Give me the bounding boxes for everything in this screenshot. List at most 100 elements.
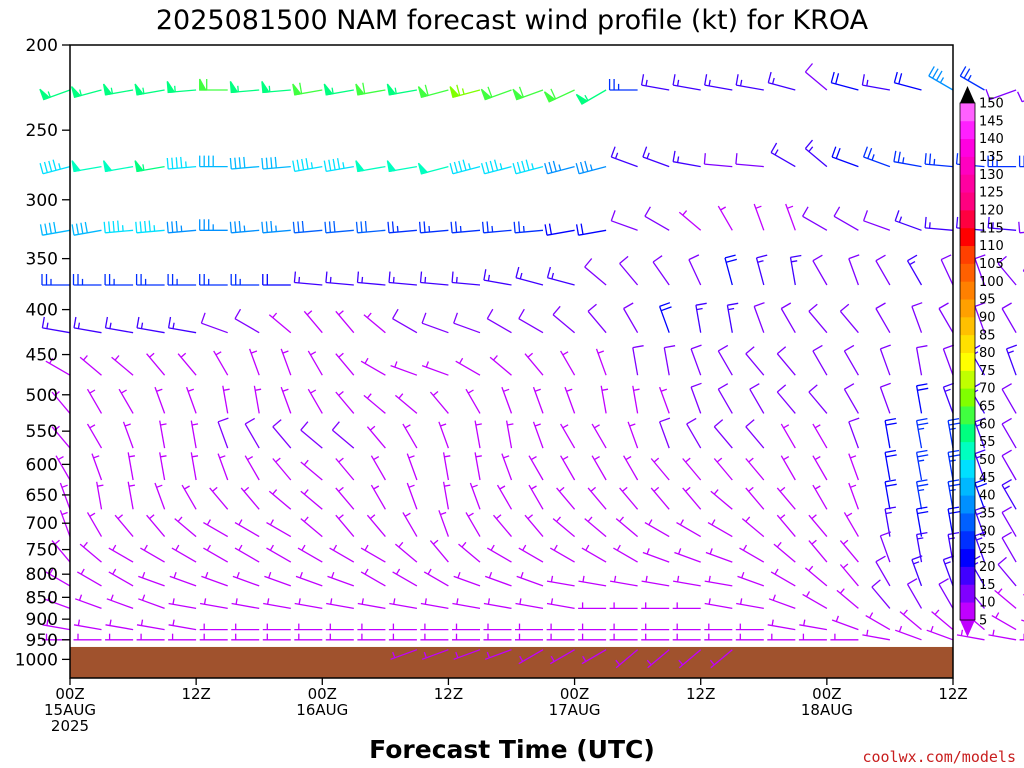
wind-barb xyxy=(449,84,481,98)
barb-staff xyxy=(453,649,481,660)
wind-barb xyxy=(263,598,291,610)
barb-half-flag xyxy=(803,619,806,626)
wind-barb xyxy=(893,71,922,91)
wind-barb xyxy=(355,220,386,234)
barb-staff xyxy=(690,348,702,376)
barb-flag xyxy=(943,344,955,350)
wind-barb xyxy=(297,544,323,563)
barb-staff xyxy=(780,423,796,449)
wind-barb xyxy=(104,274,134,286)
barb-half-flag xyxy=(774,568,779,575)
wind-barb xyxy=(104,316,134,334)
wind-barb xyxy=(798,633,827,641)
wind-barb xyxy=(773,541,796,563)
wind-barb xyxy=(450,221,481,234)
barb-flag xyxy=(974,505,986,511)
barb-half-flag xyxy=(461,88,465,95)
wind-barb xyxy=(717,344,733,376)
barb-flag xyxy=(703,153,706,165)
barb-flag xyxy=(916,479,928,483)
barb-half-flag xyxy=(77,322,81,329)
colorbar-label: 140 xyxy=(979,132,1004,147)
barb-staff xyxy=(505,420,513,449)
wind-barb xyxy=(229,156,260,170)
barb-staff xyxy=(804,567,828,587)
wind-barb xyxy=(736,598,764,610)
barb-half-flag xyxy=(303,459,309,466)
barb-staff xyxy=(915,481,923,510)
wind-barb xyxy=(776,486,796,510)
barb-staff xyxy=(190,452,197,481)
wind-barb xyxy=(745,346,765,376)
wind-barb xyxy=(159,420,167,449)
wind-barb xyxy=(672,150,701,168)
barb-half-flag xyxy=(550,575,554,583)
wind-barb xyxy=(199,623,228,631)
barb-staff xyxy=(518,547,544,563)
barb-half-flag xyxy=(774,149,779,156)
wind-barb xyxy=(421,649,449,660)
wind-barb xyxy=(217,453,229,481)
barb-flag xyxy=(1001,449,1012,457)
wind-barb xyxy=(231,598,260,610)
wind-barb xyxy=(103,220,134,234)
barb-half-flag xyxy=(748,486,754,492)
wind-barb xyxy=(138,571,165,587)
barb-half-flag xyxy=(143,544,148,551)
barb-staff xyxy=(808,514,828,538)
barb-flag xyxy=(270,220,273,233)
barb-half-flag xyxy=(206,519,211,526)
wind-barb xyxy=(812,484,828,510)
barb-half-flag xyxy=(519,655,524,662)
barb-staff xyxy=(619,263,639,286)
barb-half-flag xyxy=(633,388,640,391)
barb-half-flag xyxy=(720,206,727,211)
barb-staff xyxy=(86,388,103,414)
barb-flag xyxy=(690,344,702,350)
x-tick-label: 2025 xyxy=(51,717,89,735)
barb-flag xyxy=(916,506,928,510)
barb-staff xyxy=(915,452,923,481)
barb-half-flag xyxy=(913,561,920,565)
barb-half-flag xyxy=(237,85,239,92)
barb-staff xyxy=(140,547,165,563)
barb-flag xyxy=(959,66,967,77)
barb-flag xyxy=(423,221,426,233)
wind-barb xyxy=(154,482,166,510)
wind-barb xyxy=(544,223,575,236)
wind-barb xyxy=(682,486,702,510)
wind-barb xyxy=(280,348,292,376)
barb-pennant xyxy=(199,78,207,91)
wind-barb xyxy=(300,459,323,481)
barb-half-flag xyxy=(160,455,167,458)
barb-flag xyxy=(272,419,282,428)
wind-barb xyxy=(812,254,828,286)
barb-flag xyxy=(717,344,729,352)
barb-flag xyxy=(48,222,52,234)
barb-staff xyxy=(515,165,544,175)
wind-barb xyxy=(486,308,512,334)
wind-barb xyxy=(421,361,449,376)
barb-staff xyxy=(552,314,576,334)
wind-barb xyxy=(808,384,828,414)
x-tick-label: 00Z xyxy=(55,685,84,703)
wind-barb xyxy=(686,417,702,449)
wind-barb xyxy=(544,160,575,175)
barb-flag xyxy=(917,454,929,458)
barb-half-flag xyxy=(235,598,238,605)
wind-barb xyxy=(879,382,891,414)
barb-half-flag xyxy=(269,544,274,551)
barb-flag xyxy=(552,305,561,316)
barb-staff xyxy=(915,420,923,449)
barb-flag xyxy=(1017,91,1023,103)
barb-half-flag xyxy=(394,361,398,368)
colorbar-swatch xyxy=(960,103,975,122)
barb-half-flag xyxy=(653,457,660,463)
wind-barb xyxy=(203,519,229,538)
wind-barb xyxy=(560,350,576,376)
barb-flag xyxy=(963,68,971,79)
barb-half-flag xyxy=(282,388,289,392)
barb-flag xyxy=(790,254,802,259)
wind-barb xyxy=(272,457,292,481)
barb-flag xyxy=(898,73,903,85)
